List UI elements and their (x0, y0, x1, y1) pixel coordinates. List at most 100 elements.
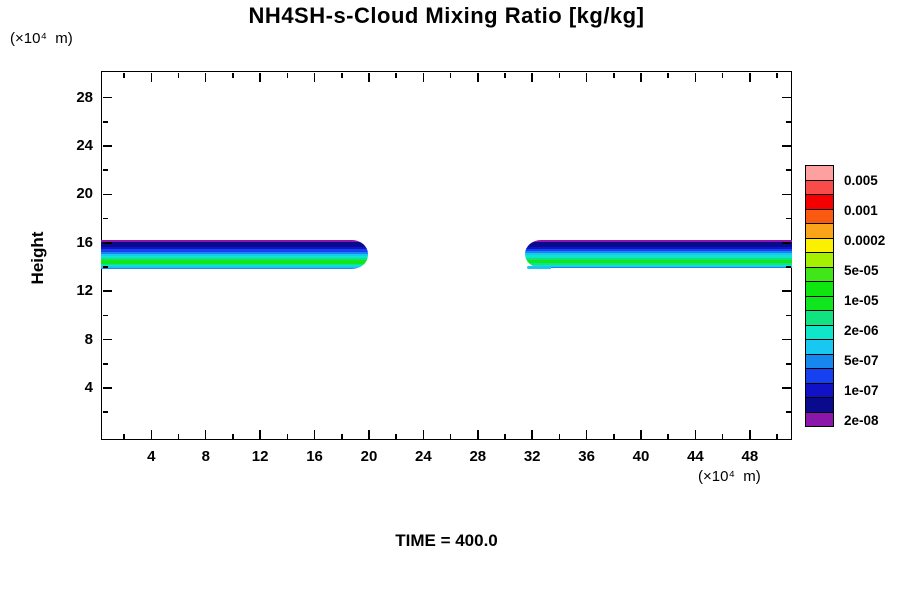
x-tick-top (585, 72, 588, 82)
x-axis-unit-label: (×10⁴ m) (698, 468, 761, 485)
y-tick-right (785, 314, 791, 317)
colorbar-label: 5e-05 (844, 262, 879, 278)
x-tick-top (341, 72, 343, 78)
x-tick-top (177, 72, 180, 78)
x-tick-top (640, 72, 642, 82)
colorbar-label: 5e-07 (844, 352, 879, 368)
y-tick (102, 121, 108, 123)
y-axis-unit-label: (×10⁴ m) (10, 30, 73, 47)
x-tick (286, 433, 289, 439)
y-tick-right (781, 242, 791, 244)
x-tick-top (123, 72, 125, 78)
y-tick (102, 266, 108, 268)
colorbar-box (805, 411, 834, 427)
x-tick-label: 4 (147, 448, 156, 465)
y-tick (102, 387, 112, 389)
x-tick-top (204, 72, 207, 82)
x-tick (504, 433, 506, 439)
x-tick-label: 48 (741, 448, 759, 465)
y-tick-right (785, 363, 791, 365)
colorbar-label: 2e-08 (844, 412, 879, 428)
x-tick-label: 16 (306, 448, 323, 465)
y-tick-label: 28 (76, 88, 93, 106)
cloud-layer-stripe (525, 255, 792, 258)
y-tick (102, 169, 108, 171)
y-tick-right (781, 193, 791, 196)
colorbar-box (805, 397, 834, 413)
y-tick (102, 96, 112, 99)
y-tick-right (781, 145, 791, 147)
left-cloud-band (101, 240, 368, 269)
x-tick-top (259, 72, 261, 82)
x-tick (667, 433, 669, 439)
x-tick (177, 433, 180, 439)
x-tick-top (613, 72, 615, 78)
x-tick (422, 429, 425, 439)
time-annotation: TIME = 400.0 (395, 531, 498, 550)
x-tick (721, 433, 724, 439)
cloud-layer-stripe (525, 241, 792, 247)
cloud-layer-stripe (101, 255, 368, 259)
y-tick-right (785, 217, 791, 220)
cloud-layer-stripe (101, 247, 368, 250)
colorbar-box (805, 339, 834, 355)
x-tick (123, 433, 125, 439)
x-tick-label: 36 (578, 448, 595, 465)
y-tick-right (781, 338, 791, 341)
cloud-layer-stripe (525, 263, 792, 265)
colorbar-box (805, 353, 834, 369)
cloud-layer-stripe (525, 253, 792, 256)
y-tick-right (785, 169, 791, 171)
colorbar-box (805, 208, 834, 224)
y-tick-label: 24 (76, 137, 93, 154)
x-tick-top (422, 72, 425, 82)
colorbar-box (805, 295, 834, 311)
cloud-layer-stripe (101, 266, 368, 268)
x-tick (232, 433, 234, 439)
x-tick (558, 433, 561, 439)
cloud-layer-stripe (525, 265, 792, 267)
x-tick-top (721, 72, 724, 78)
cloud-layer-stripe (101, 253, 368, 256)
x-tick-label: 28 (469, 448, 487, 465)
y-tick (102, 290, 112, 292)
colorbar-label: 2e-06 (844, 322, 879, 338)
x-tick-top (232, 72, 234, 78)
y-tick (102, 363, 108, 365)
x-tick (531, 429, 533, 439)
y-tick (102, 145, 112, 147)
x-tick (585, 429, 588, 439)
y-tick-label: 8 (84, 330, 93, 348)
cloud-layer-stripe (101, 265, 368, 267)
y-axis-label: Height (28, 231, 47, 285)
x-tick-top (313, 72, 316, 82)
cloud-layer-stripe (525, 251, 792, 254)
cloud-layer-stripe (101, 240, 368, 243)
x-tick (368, 429, 370, 439)
x-tick (776, 433, 778, 439)
colorbar-label: 0.005 (844, 172, 878, 188)
cloud-layer-stripe (101, 258, 368, 261)
x-tick-top (749, 72, 751, 82)
y-tick-label: 4 (84, 378, 93, 396)
cloud-layer-stripe (525, 257, 792, 260)
colorbar-box (805, 194, 834, 210)
y-tick (102, 217, 108, 220)
right-cloud-band-tail (527, 265, 552, 270)
x-tick-label: 20 (360, 448, 378, 465)
x-tick (640, 429, 642, 439)
colorbar-box (805, 165, 834, 181)
y-tick-label: 16 (76, 233, 93, 251)
cloud-layer-stripe (101, 263, 368, 266)
x-tick-label: 40 (632, 448, 650, 465)
colorbar-box (805, 310, 834, 326)
colorbar-box (805, 281, 834, 297)
y-tick-right (785, 121, 791, 123)
x-tick-label: 8 (201, 448, 210, 465)
x-tick-label: 44 (687, 448, 704, 465)
x-tick (749, 429, 751, 439)
y-tick (102, 411, 108, 413)
x-tick (204, 429, 207, 439)
y-tick-right (781, 387, 791, 389)
